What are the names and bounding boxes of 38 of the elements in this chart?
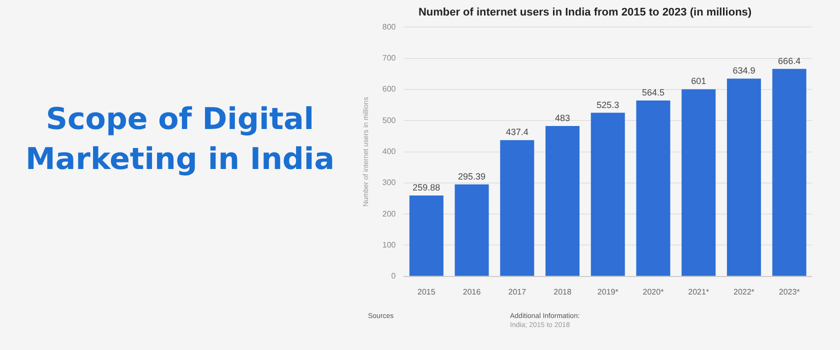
bar xyxy=(726,78,761,276)
data-label: 634.9 xyxy=(732,66,756,76)
x-tick-label: 2023* xyxy=(778,287,800,296)
x-tick-label: 2018 xyxy=(554,287,572,296)
y-tick-label: 100 xyxy=(382,240,396,250)
x-tick-label: 2015 xyxy=(418,287,436,296)
x-tick-label: 2020* xyxy=(642,287,664,296)
data-label: 483 xyxy=(554,112,570,123)
x-tick-label: 2017 xyxy=(508,287,527,296)
text: Scope of Digital Marketing in India xyxy=(24,101,336,179)
data-label: 525.3 xyxy=(596,100,620,110)
x-tick-label: 2022* xyxy=(733,287,754,296)
bar xyxy=(682,89,716,276)
data-label: 437.4 xyxy=(506,127,528,138)
x-tick-label: 2016 xyxy=(462,287,482,296)
data-label: 564.5 xyxy=(642,88,664,98)
y-tick-label: 300 xyxy=(382,178,396,188)
y-tick-label: 0 xyxy=(391,272,396,281)
bar xyxy=(772,68,806,276)
data-label: 601 xyxy=(691,76,706,86)
y-tick-label: 800 xyxy=(382,22,396,32)
data-label: 259.88 xyxy=(412,182,440,192)
bar xyxy=(546,126,580,276)
y-tick-label: 600 xyxy=(382,84,396,94)
bar xyxy=(636,100,670,276)
x-tick-label: 2019* xyxy=(597,287,618,296)
y-tick-label: 400 xyxy=(382,147,396,156)
data-label: 666.4 xyxy=(778,56,801,66)
bar xyxy=(500,140,534,276)
y-tick-label: 700 xyxy=(382,54,396,63)
bar xyxy=(409,195,444,276)
x-tick-label: 2021* xyxy=(688,287,710,296)
chart-title: Number of internet users in India from 2015 to 2023 (in millions) xyxy=(418,6,752,19)
bar xyxy=(454,184,489,276)
data-label: 295.39 xyxy=(458,171,486,182)
bar xyxy=(590,112,625,276)
y-tick-label: 200 xyxy=(382,209,396,218)
y-tick-label: 500 xyxy=(382,116,396,125)
